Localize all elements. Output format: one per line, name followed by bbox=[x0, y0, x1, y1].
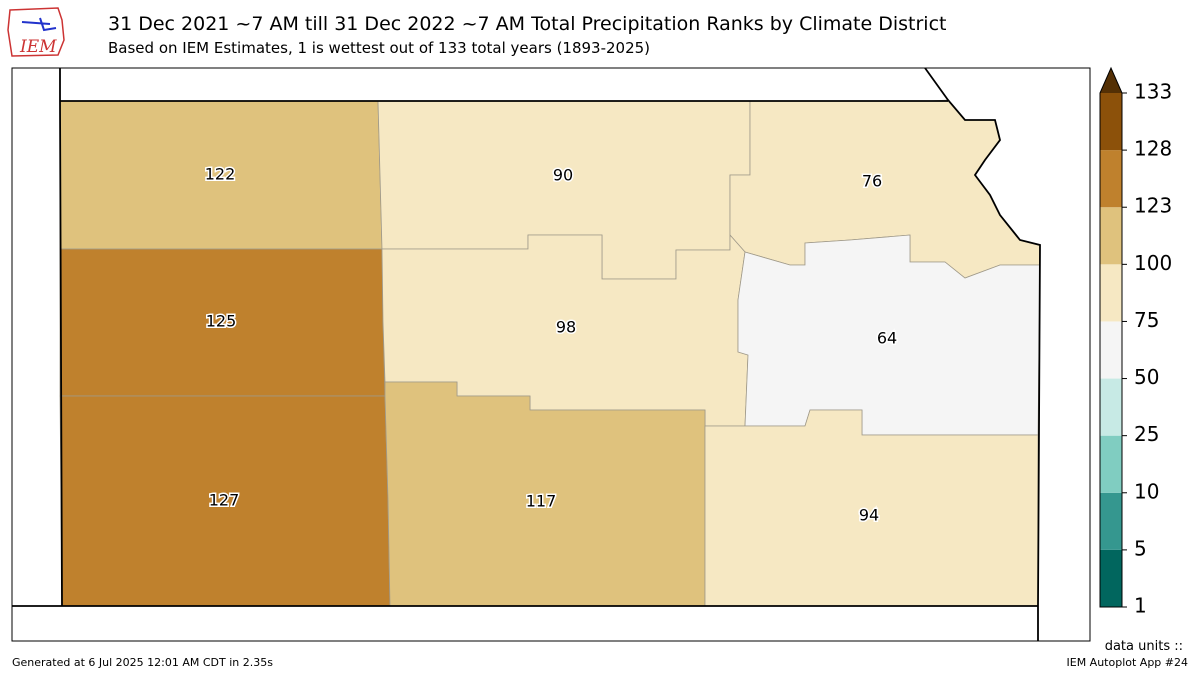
colorbar-tick-label: 128 bbox=[1134, 137, 1172, 161]
colorbar-tick-label: 10 bbox=[1134, 479, 1159, 503]
colorbar-segment bbox=[1100, 321, 1122, 379]
colorbar-outline bbox=[1099, 66, 1123, 608]
colorbar-tick-label: 25 bbox=[1134, 422, 1159, 446]
colorbar-tick-label: 5 bbox=[1134, 536, 1147, 560]
colorbar-segment bbox=[1100, 549, 1122, 607]
colorbar-segment bbox=[1100, 492, 1122, 550]
district bbox=[384, 381, 706, 607]
colorbar-segment bbox=[1100, 264, 1122, 322]
colorbar-segment bbox=[1100, 150, 1122, 208]
logo: IEM bbox=[7, 7, 65, 57]
rank-label: 94 bbox=[859, 506, 879, 525]
districts bbox=[59, 99, 1041, 607]
colorbar-tick-label: 100 bbox=[1134, 251, 1172, 275]
rank-label: 125 bbox=[206, 312, 237, 331]
title: 31 Dec 2021 ~7 AM till 31 Dec 2022 ~7 AM… bbox=[108, 13, 946, 35]
logo-text: IEM bbox=[19, 37, 57, 57]
subtitle: Based on IEM Estimates, 1 is wettest out… bbox=[108, 39, 650, 57]
borders bbox=[12, 67, 1041, 641]
rank-label: 117 bbox=[526, 492, 557, 511]
colorbar: 1 5 10 25 50 75 100 123 128 133 bbox=[1099, 66, 1172, 618]
colorbar-tick-label: 50 bbox=[1134, 365, 1159, 389]
footer-left: Generated at 6 Jul 2025 12:01 AM CDT in … bbox=[12, 656, 273, 669]
rank-label: 76 bbox=[862, 172, 882, 191]
footer-right: IEM Autoplot App #24 bbox=[1067, 656, 1189, 669]
colorbar-tick-label: 75 bbox=[1134, 308, 1159, 332]
colorbar-tick-label: 133 bbox=[1134, 80, 1172, 104]
units-label: data units :: bbox=[1105, 639, 1183, 654]
colorbar-segment bbox=[1100, 93, 1122, 151]
colorbar-segment bbox=[1100, 207, 1122, 265]
rank-label: 127 bbox=[209, 491, 240, 510]
district-labels: 122 90 76 125 98 64 127 117 94 bbox=[203, 163, 898, 526]
colorbar-segment bbox=[1100, 378, 1122, 436]
rank-label: 90 bbox=[553, 166, 573, 185]
colorbar-tick-label: 123 bbox=[1134, 194, 1172, 218]
rank-label: 122 bbox=[205, 165, 236, 184]
rank-label: 98 bbox=[556, 318, 576, 337]
colorbar-segment bbox=[1100, 435, 1122, 493]
colorbar-tick-label: 1 bbox=[1134, 594, 1147, 618]
colorbar-extend bbox=[1100, 68, 1122, 93]
rank-label: 64 bbox=[877, 329, 897, 348]
